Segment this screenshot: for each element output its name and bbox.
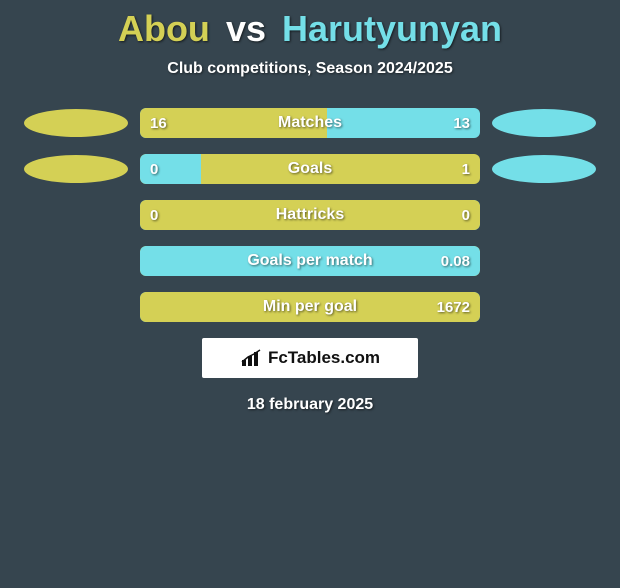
stat-label: Hattricks bbox=[140, 200, 480, 230]
stat-label: Goals bbox=[140, 154, 480, 184]
stat-bar: 0Goals1 bbox=[140, 154, 480, 184]
ellipse-spacer bbox=[492, 293, 596, 321]
stat-label: Goals per match bbox=[140, 246, 480, 276]
stat-bar: 16Matches13 bbox=[140, 108, 480, 138]
ellipse-spacer bbox=[492, 247, 596, 275]
title-right: Harutyunyan bbox=[282, 8, 502, 49]
page-title: Abou vs Harutyunyan bbox=[0, 8, 620, 50]
stat-value-right: 1 bbox=[452, 154, 480, 184]
ellipse-spacer bbox=[24, 293, 128, 321]
subtitle: Club competitions, Season 2024/2025 bbox=[0, 60, 620, 78]
stats-rows: 16Matches130Goals10Hattricks0Goals per m… bbox=[0, 108, 620, 322]
stat-row: Goals per match0.08 bbox=[0, 246, 620, 276]
badge-text: FcTables.com bbox=[268, 348, 380, 368]
badge-container: FcTables.com bbox=[0, 338, 620, 378]
fctables-badge: FcTables.com bbox=[202, 338, 418, 378]
stat-value-right: 0.08 bbox=[431, 246, 480, 276]
stat-label: Matches bbox=[140, 108, 480, 138]
stat-bar: Goals per match0.08 bbox=[140, 246, 480, 276]
title-vs: vs bbox=[226, 8, 266, 49]
ellipse-spacer bbox=[24, 247, 128, 275]
stat-row: 16Matches13 bbox=[0, 108, 620, 138]
stat-value-right: 13 bbox=[443, 108, 480, 138]
chart-icon bbox=[240, 348, 262, 368]
ellipse-left bbox=[24, 155, 128, 183]
ellipse-right bbox=[492, 109, 596, 137]
ellipse-spacer bbox=[492, 201, 596, 229]
stat-row: 0Hattricks0 bbox=[0, 200, 620, 230]
date-text: 18 february 2025 bbox=[0, 396, 620, 414]
title-left: Abou bbox=[118, 8, 210, 49]
ellipse-spacer bbox=[24, 201, 128, 229]
stat-bar: Min per goal1672 bbox=[140, 292, 480, 322]
ellipse-right bbox=[492, 155, 596, 183]
ellipse-left bbox=[24, 109, 128, 137]
stat-row: Min per goal1672 bbox=[0, 292, 620, 322]
stat-row: 0Goals1 bbox=[0, 154, 620, 184]
stat-bar: 0Hattricks0 bbox=[140, 200, 480, 230]
stat-value-right: 0 bbox=[452, 200, 480, 230]
stat-value-right: 1672 bbox=[427, 292, 480, 322]
